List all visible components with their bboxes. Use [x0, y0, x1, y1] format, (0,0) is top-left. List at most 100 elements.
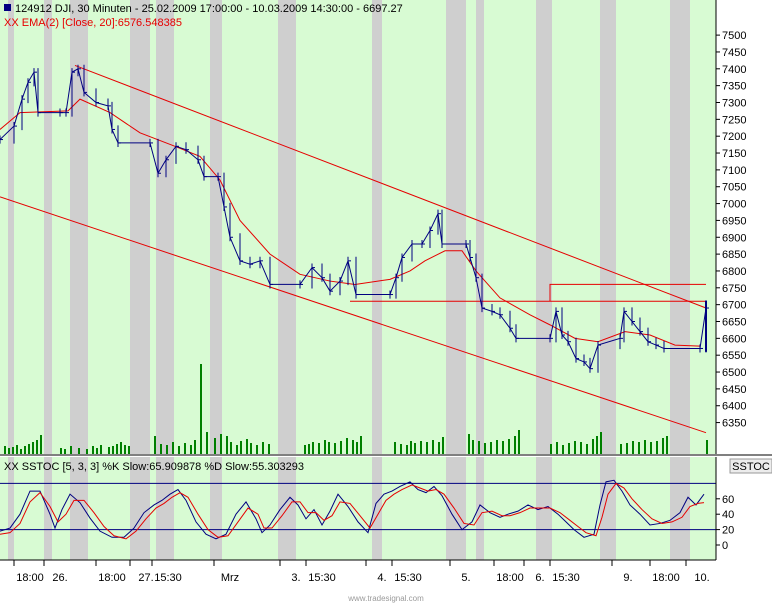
volume-bar [246, 439, 248, 454]
time-tick-label: 9. [623, 572, 632, 584]
volume-bar [502, 441, 504, 454]
volume-bar [36, 440, 38, 454]
volume-bar [262, 442, 264, 454]
sstoc-tab-label: SSTOC [732, 461, 770, 473]
volume-bar [178, 446, 180, 454]
price-tick-label: 6850 [722, 249, 746, 261]
volume-bar [496, 440, 498, 454]
chart-title: 124912 DJI, 30 Minuten - 25.02.2009 17:0… [15, 3, 403, 15]
time-axis-background [0, 560, 772, 605]
header: 124912 DJI, 30 Minuten - 25.02.2009 17:0… [4, 3, 403, 29]
gray-band [446, 457, 466, 560]
green-band [0, 457, 716, 560]
stochastic-tick-label: 20 [722, 525, 734, 537]
stochastic-axis-background [716, 457, 772, 560]
price-tick-label: 6550 [722, 350, 746, 362]
volume-bar [410, 441, 412, 454]
stochastic-session-bands [0, 457, 716, 560]
volume-bar [236, 445, 238, 454]
blue-square-icon [4, 4, 11, 11]
time-axis-labels: 18:00 26. 18:00 27. 15:30 Mrz 3. 15:30 4. 15:30 5.… [13, 560, 710, 584]
volume-bar [312, 442, 314, 454]
volume-bar [562, 445, 564, 454]
price-tick-label: 7450 [722, 47, 746, 59]
volume-bar [40, 435, 42, 454]
gray-band [446, 0, 466, 454]
volume-bar [420, 441, 422, 454]
gray-band [156, 0, 174, 454]
volume-bar [600, 432, 602, 454]
volume-bar [490, 442, 492, 454]
volume-bar [620, 444, 622, 454]
price-tick-label: 7250 [722, 114, 746, 126]
volume-bar [360, 436, 362, 454]
price-tick-label: 6750 [722, 283, 746, 295]
gray-band [70, 0, 88, 454]
gray-band [210, 0, 222, 454]
volume-bar [324, 440, 326, 454]
time-tick-label: 15:30 [394, 572, 422, 584]
volume-bar [478, 441, 480, 454]
price-tick-label: 6700 [722, 300, 746, 312]
volume-bar [568, 443, 570, 454]
time-axis: 18:00 26. 18:00 27. 15:30 Mrz 3. 15:30 4. 15:30 5.… [0, 559, 772, 605]
volume-bar [468, 434, 470, 454]
volume-bar [8, 448, 10, 454]
gray-band [8, 457, 14, 560]
volume-bar [650, 442, 652, 454]
gray-band [600, 0, 616, 454]
watermark: www.tradesignal.com [347, 594, 424, 603]
gray-band [44, 0, 52, 454]
time-tick-label: 15:30 [154, 572, 182, 584]
session-bands [0, 0, 716, 454]
price-tick-label: 6800 [722, 266, 746, 278]
volume-bar [406, 445, 408, 454]
volume-bar [184, 443, 186, 454]
volume-bar [346, 438, 348, 454]
volume-bar [16, 445, 18, 454]
gray-band [670, 0, 690, 454]
lower-channel-line [0, 196, 707, 434]
volume-bar [592, 439, 594, 454]
volume-bar [318, 443, 320, 454]
stochastic-axis: SSTOC 60 40 20 0 [715, 457, 772, 560]
volume-bar [304, 445, 306, 454]
volume-bar [112, 446, 114, 454]
price-tick-label: 7200 [722, 131, 746, 143]
gray-band [372, 0, 382, 454]
gray-band [372, 457, 382, 560]
ema-legend: XX EMA(2) [Close, 20]:6576.548385 [4, 17, 182, 29]
price-tick-label: 6400 [722, 401, 746, 413]
volume-bar [508, 439, 510, 454]
volume-bar [4, 446, 6, 454]
stochastic-panel: XX SSTOC [5, 3, 3] %K Slow:65.909878 %D … [0, 457, 716, 560]
volume-bar [60, 448, 62, 454]
stochastic-legend: XX SSTOC [5, 3, 3] %K Slow:65.909878 %D … [4, 461, 304, 473]
volume-bar [334, 443, 336, 454]
upper-channel-line [74, 64, 707, 309]
price-tick-label: 6600 [722, 333, 746, 345]
price-tick-label: 7500 [722, 30, 746, 42]
volume-bar [28, 444, 30, 454]
price-axis-background [716, 0, 772, 454]
volume-bar [172, 442, 174, 454]
price-series [0, 64, 709, 434]
volume-bar [194, 440, 196, 454]
volume-bar [200, 364, 202, 454]
volume-bar [356, 442, 358, 454]
volume-bar [308, 444, 310, 454]
volume-bar [96, 448, 98, 454]
volume-bar [108, 447, 110, 454]
volume-bar [78, 448, 80, 454]
time-tick-label: 10. [694, 572, 709, 584]
volume-bar [92, 446, 94, 454]
sstoc-tab[interactable] [729, 458, 772, 474]
volume-bar [472, 440, 474, 454]
volume-bar [400, 444, 402, 454]
volume-bar [518, 430, 520, 454]
volume-bar [414, 443, 416, 454]
volume-bar [190, 445, 192, 454]
volume-bar [128, 446, 130, 454]
stochastic-axis-ticks: 60 40 20 0 [716, 494, 734, 552]
volume-bar [596, 436, 598, 454]
